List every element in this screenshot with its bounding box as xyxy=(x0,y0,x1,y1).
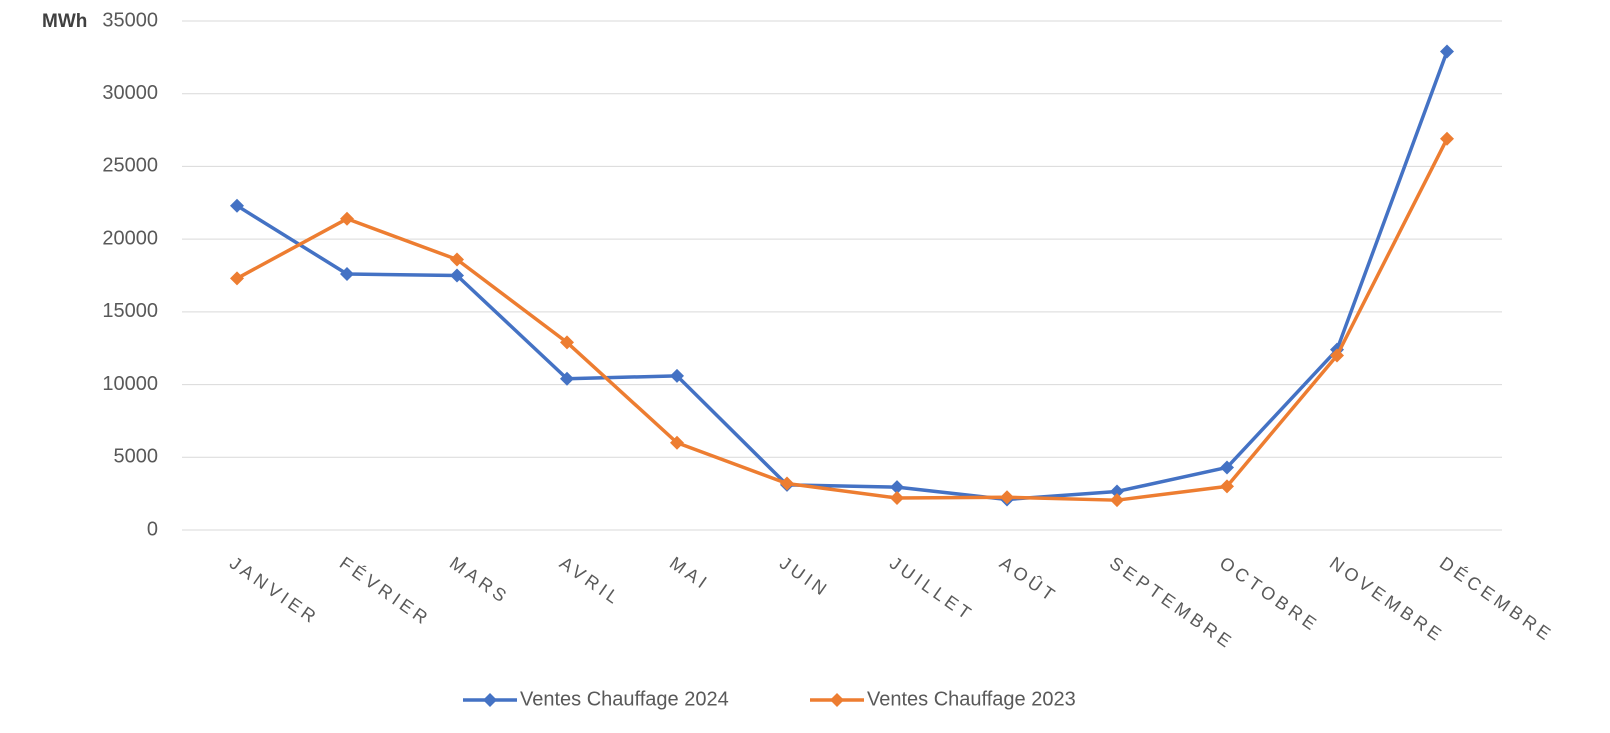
legend-label: Ventes Chauffage 2024 xyxy=(520,688,729,710)
marker xyxy=(1220,460,1234,475)
marker xyxy=(560,335,574,350)
legend-marker xyxy=(830,693,844,707)
marker xyxy=(230,198,244,213)
x-tick-label: FÉVRIER xyxy=(336,553,434,630)
y-tick-label: 10000 xyxy=(102,373,158,395)
marker xyxy=(670,435,684,450)
marker xyxy=(1330,348,1344,363)
marker xyxy=(1220,479,1234,494)
series-line xyxy=(236,138,1449,502)
marker xyxy=(340,267,354,282)
x-tick-label: JANVIER xyxy=(226,553,323,629)
x-tick-label: MAI xyxy=(666,553,714,595)
x-tick-label: NOVEMBRE xyxy=(1326,553,1448,647)
marker xyxy=(1110,484,1124,499)
y-tick-label: 35000 xyxy=(102,9,158,31)
x-tick-label: AOÛT xyxy=(996,552,1062,607)
marker xyxy=(1440,44,1454,59)
marker xyxy=(560,371,574,386)
x-tick-label: DÉCEMBRE xyxy=(1436,553,1557,646)
x-tick-label: JUIN xyxy=(776,553,833,602)
x-tick-label: JUILLET xyxy=(886,553,978,626)
x-tick-label: OCTOBRE xyxy=(1216,553,1323,636)
marker xyxy=(670,368,684,383)
legend-label: Ventes Chauffage 2023 xyxy=(867,688,1076,710)
marker xyxy=(890,491,904,506)
marker xyxy=(450,268,464,283)
marker xyxy=(780,476,794,491)
x-tick-label: MARS xyxy=(446,553,513,608)
marker xyxy=(1000,490,1014,505)
marker xyxy=(450,252,464,267)
marker xyxy=(340,211,354,226)
y-tick-label: 15000 xyxy=(102,300,158,322)
marker xyxy=(230,271,244,286)
x-tick-label: AVRIL xyxy=(556,553,625,610)
series-line xyxy=(236,50,1449,502)
y-tick-label: 5000 xyxy=(114,446,159,468)
marker xyxy=(890,480,904,495)
y-tick-label: 30000 xyxy=(102,82,158,104)
y-tick-label: 0 xyxy=(147,518,158,540)
y-tick-label: 20000 xyxy=(102,227,158,249)
y-axis-label: MWh xyxy=(42,11,87,32)
legend-marker xyxy=(483,693,497,707)
y-tick-label: 25000 xyxy=(102,155,158,177)
marker xyxy=(1110,493,1124,508)
marker xyxy=(1440,131,1454,146)
